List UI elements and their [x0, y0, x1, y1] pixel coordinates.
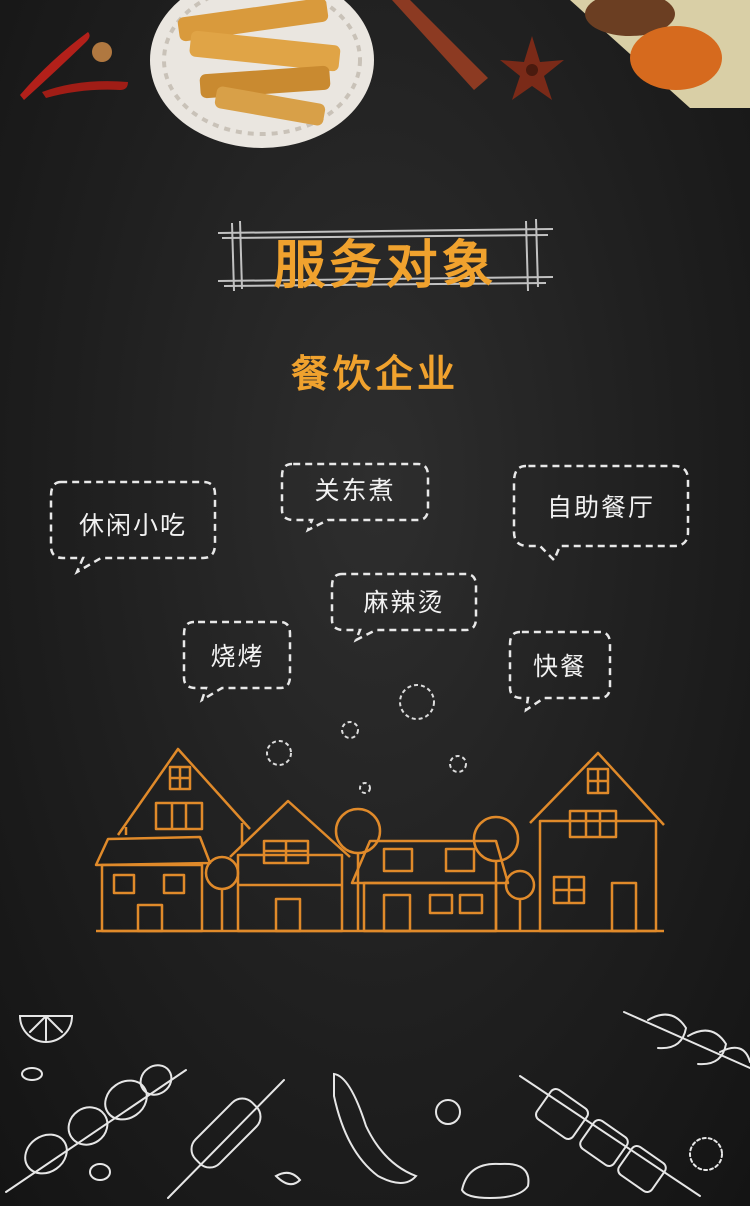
category-label: 休闲小吃 — [78, 511, 187, 540]
cinnamon-icon — [392, 0, 488, 90]
skewer-icon — [167, 1079, 285, 1199]
category-bubble: 关东煮 — [278, 460, 432, 533]
category-bubble: 麻辣烫 — [328, 570, 480, 643]
category-label: 关东煮 — [314, 476, 396, 505]
category-bubble: 休闲小吃 — [47, 478, 219, 575]
category-bubble: 烧烤 — [180, 618, 295, 703]
shrimp-skewer-icon — [623, 1011, 750, 1069]
houses-illustration — [94, 747, 665, 933]
spice-tray-icon — [570, 0, 750, 108]
category-label: 自助餐厅 — [546, 493, 655, 522]
category-label: 烧烤 — [210, 642, 265, 671]
food-decoration-top — [20, 0, 750, 148]
sausage-icon — [333, 1072, 418, 1184]
section-title: 服务对象 — [217, 215, 554, 296]
chili-pepper-icon — [20, 32, 128, 100]
category-bubble: 自助餐厅 — [510, 462, 692, 563]
steak-icon — [460, 1162, 530, 1200]
lemon-slice-icon — [18, 1015, 74, 1043]
skewer-icon — [5, 1064, 187, 1193]
category-bubble: 快餐 — [506, 628, 614, 713]
star-anise-icon — [500, 36, 564, 100]
chalk-frame — [217, 218, 554, 292]
category-label: 麻辣烫 — [363, 588, 445, 617]
page-subtitle: 餐饮企业 — [290, 352, 459, 396]
fries-plate-icon — [150, 0, 374, 148]
category-label: 快餐 — [532, 652, 587, 681]
food-doodles-bottom — [5, 1011, 750, 1200]
thought-circles — [266, 684, 467, 794]
skewer-icon — [519, 1075, 701, 1197]
page-title: 服务对象 — [273, 236, 498, 296]
